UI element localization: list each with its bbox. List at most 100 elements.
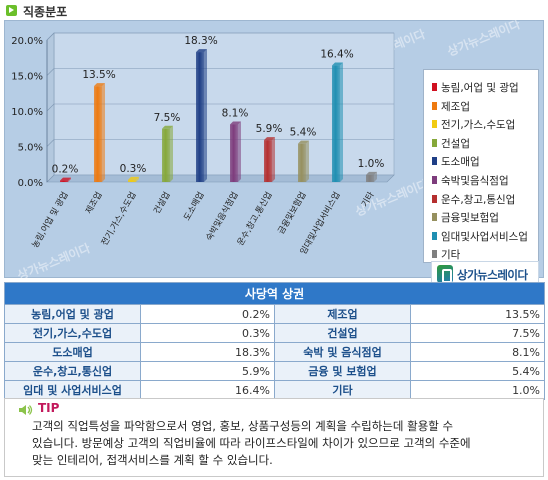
legend-label: 숙박및음식점업 xyxy=(441,175,509,187)
legend-swatch xyxy=(432,138,437,147)
bar xyxy=(230,124,238,182)
table-row: 임대 및 사업서비스업 16.4% 기타 1.0% xyxy=(4,380,546,400)
bar-top xyxy=(264,137,275,141)
x-tick-label: 제조업 xyxy=(84,191,104,216)
bar xyxy=(196,52,204,182)
watermark: 상가뉴스레이다 xyxy=(445,16,523,59)
legend-item: 도소매업 xyxy=(432,154,480,168)
legend-item: 농림,어업 및 광업 xyxy=(432,80,519,94)
legend-swatch xyxy=(432,231,437,240)
x-tick-label: 건설업 xyxy=(151,190,172,216)
legend-label: 건설업 xyxy=(441,137,470,150)
table-cell-value: 8.1% xyxy=(409,342,546,362)
bar-side xyxy=(238,121,241,182)
occupation-table: 사당역 상권 농림,어업 및 광업 0.2% 제조업 13.5% 전기,가스,수… xyxy=(3,282,546,400)
tip-label: TIP xyxy=(38,401,60,415)
bar-top xyxy=(332,62,343,66)
table-cell-label: 제조업 xyxy=(274,304,411,324)
gridline xyxy=(46,139,55,147)
bar xyxy=(264,140,272,182)
bar-side xyxy=(102,83,105,182)
legend-label: 전기,가스,수도업 xyxy=(441,119,516,132)
data-label: 18.3% xyxy=(184,35,217,47)
legend-swatch xyxy=(432,213,437,222)
table-cell-label: 도소매업 xyxy=(4,342,141,362)
bar xyxy=(60,180,68,182)
data-label: 0.2% xyxy=(52,164,79,176)
table-cell-value: 18.3% xyxy=(140,342,275,362)
x-tick-label: 기타 xyxy=(360,190,377,209)
legend-item: 임대및사업서비스업 xyxy=(432,229,528,243)
bullet-arrow-icon xyxy=(6,5,17,16)
table-cell-label: 임대 및 사업서비스업 xyxy=(4,380,141,400)
legend-swatch xyxy=(432,250,437,259)
legend-item: 금융및보험업 xyxy=(432,210,499,224)
data-label: 16.4% xyxy=(320,49,353,61)
bar-chart: 0.0% 5.0% 10.0% 15.0% 20.0% 0.2% 농림,어업 및 광업 13.… xyxy=(11,32,395,256)
legend-label: 금융및보험업 xyxy=(441,212,499,225)
legend-swatch xyxy=(432,176,437,184)
data-label: 13.5% xyxy=(82,69,115,81)
tip-box: TIP 고객의 직업특성을 파악함으로서 영업, 홍보, 상품구성등의 계획을 … xyxy=(4,398,544,477)
x-tick-label: 금융및보험업 xyxy=(276,190,309,236)
bar-side xyxy=(374,171,377,182)
data-label: 8.1% xyxy=(222,107,249,119)
legend-label: 제조업 xyxy=(441,100,470,113)
legend-label: 운수,창고,통신업 xyxy=(441,193,516,206)
speaker-icon xyxy=(19,405,33,415)
gridline xyxy=(46,32,55,41)
tip-line: 고객의 직업특성을 파악함으로서 영업, 홍보, 상품구성등의 계획을 수립하는… xyxy=(32,419,454,433)
legend-swatch xyxy=(432,194,437,203)
legend-swatch xyxy=(432,157,437,166)
bar-top xyxy=(128,176,139,180)
chart-panel: 상가뉴스레이다 상가뉴스레이다 상가뉴스레이다 상가뉴스레이다 상가뉴스레이다 … xyxy=(4,17,544,287)
bar-top xyxy=(60,177,71,181)
x-tick-label: 운수,창고,통신업 xyxy=(236,191,275,248)
bar xyxy=(162,128,170,182)
table-cell-value: 13.5% xyxy=(409,304,546,324)
tip-line: 맞는 인테리어, 접객서비스를 계획 할 수 있습니다. xyxy=(32,453,273,467)
bar xyxy=(94,86,102,182)
data-label: 1.0% xyxy=(358,158,385,170)
section-header: 직종분포 xyxy=(4,3,544,19)
bar-side xyxy=(306,140,309,182)
bar-top xyxy=(196,49,207,53)
data-label: 7.5% xyxy=(154,112,181,124)
bar xyxy=(366,174,374,182)
legend-item: 건설업 xyxy=(432,136,470,150)
table-header: 사당역 상권 xyxy=(3,282,546,305)
legend-item: 숙박및음식점업 xyxy=(432,173,509,187)
table-cell-label: 숙박 및 음식점업 xyxy=(274,342,411,362)
brand-logo-icon xyxy=(437,265,453,283)
x-tick-label: 도소매업 xyxy=(182,191,206,223)
table-cell-value: 1.0% xyxy=(409,380,546,400)
legend-item: 제조업 xyxy=(432,99,470,113)
y-tick-label: 20.0% xyxy=(11,36,43,47)
table-cell-value: 5.9% xyxy=(140,361,275,381)
legend-item: 운수,창고,통신업 xyxy=(432,192,515,206)
table-cell-label: 전기,가스,수도업 xyxy=(4,323,141,343)
x-tick-label: 전기,가스,수도업 xyxy=(99,190,139,248)
legend-swatch xyxy=(432,101,437,110)
table-cell-label: 농림,어업 및 광업 xyxy=(4,304,141,324)
data-label: 5.4% xyxy=(290,127,317,139)
data-label: 5.9% xyxy=(256,123,283,135)
table-row: 운수,창고,통신업 5.9% 금융 및 보험업 5.4% xyxy=(4,361,546,381)
legend-item: 기타 xyxy=(432,247,460,261)
table-cell-label: 운수,창고,통신업 xyxy=(4,361,141,381)
bar-side xyxy=(272,137,275,182)
bar-top xyxy=(94,83,105,87)
y-tick-label: 0.0% xyxy=(18,178,43,189)
table-row: 농림,어업 및 광업 0.2% 제조업 13.5% xyxy=(4,304,546,324)
legend-label: 임대및사업서비스업 xyxy=(441,230,528,243)
bar-top xyxy=(230,121,241,125)
bar-side xyxy=(204,49,207,182)
x-tick-label: 농림,어업 및 광업 xyxy=(30,190,71,250)
gridline xyxy=(46,103,55,112)
table-cell-value: 0.2% xyxy=(140,304,275,324)
bar-top xyxy=(162,125,173,129)
brand-name: 상가뉴스레이다 xyxy=(457,268,528,282)
gridline xyxy=(46,68,55,76)
bar-side xyxy=(136,176,139,182)
